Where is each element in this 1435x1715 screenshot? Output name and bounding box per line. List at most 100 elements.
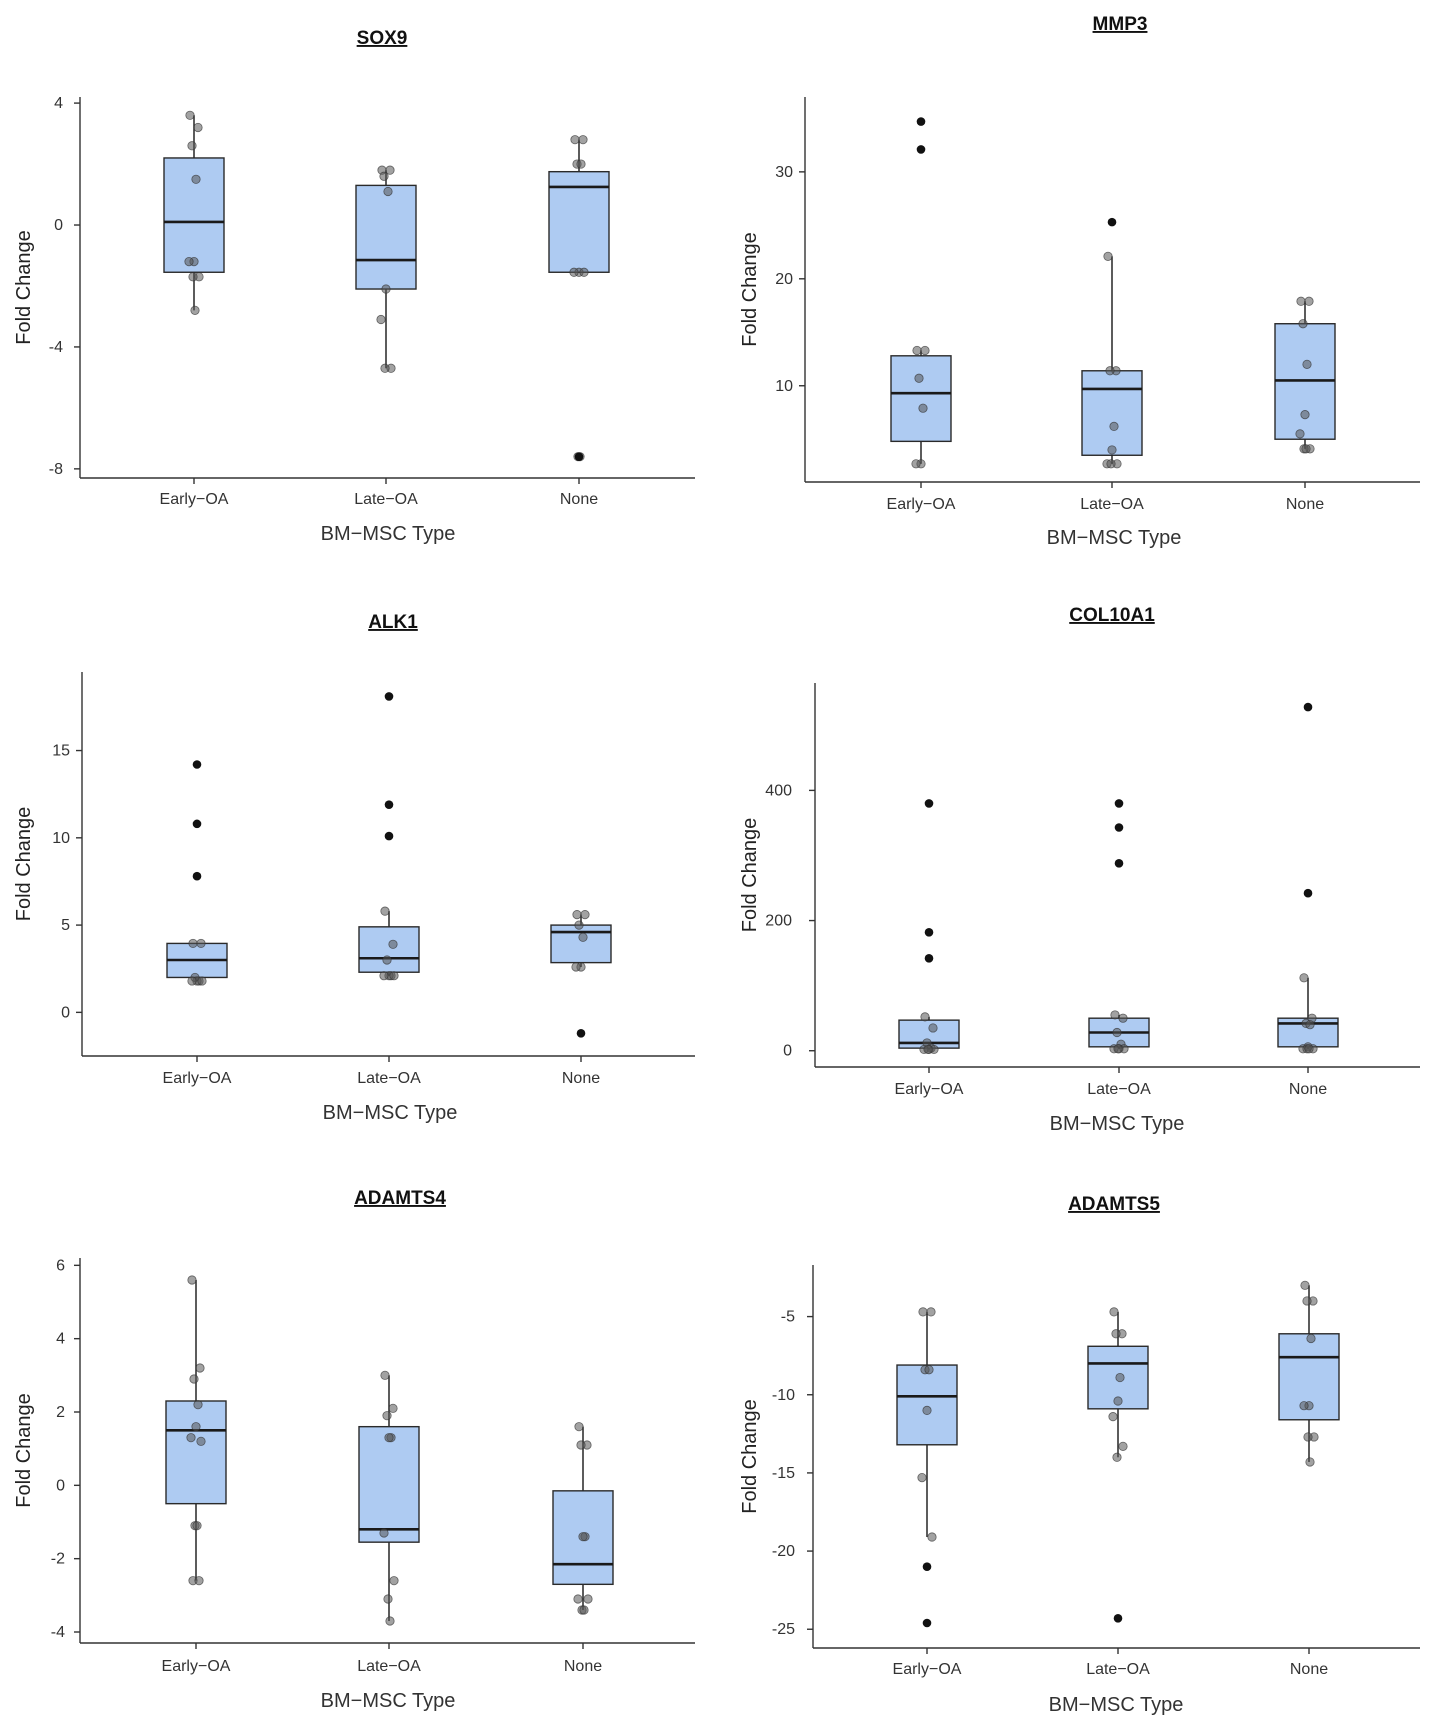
box-1: Early−OA xyxy=(893,1307,962,1678)
data-point xyxy=(578,932,588,942)
outlier-point xyxy=(574,452,584,461)
outlier-point xyxy=(924,954,934,963)
box-1: Early−OA xyxy=(887,117,956,513)
panel-title: COL10A1 xyxy=(1069,605,1155,626)
data-point xyxy=(1111,1329,1121,1339)
data-point xyxy=(1112,1452,1122,1462)
box-3: None xyxy=(552,1422,614,1675)
outlier-point xyxy=(576,1029,586,1038)
y-tick-label: 0 xyxy=(54,217,63,234)
data-point xyxy=(194,1576,204,1586)
panel-adamts4: ADAMTS4 6 4 2 0 -2 -4 Fold Change Early−OA Late−O… xyxy=(13,1188,695,1712)
data-point xyxy=(385,165,395,175)
iqr-box xyxy=(896,1364,958,1446)
data-point xyxy=(574,920,584,930)
data-point xyxy=(1113,1044,1123,1054)
data-point xyxy=(1109,1307,1119,1317)
x-category-label: Early−OA xyxy=(887,496,956,513)
data-point xyxy=(380,906,390,916)
data-point xyxy=(383,186,393,197)
data-point xyxy=(385,1616,395,1626)
iqr-box xyxy=(1081,370,1143,456)
data-point xyxy=(578,1532,588,1542)
data-point xyxy=(580,910,590,920)
outlier-point xyxy=(1303,888,1313,898)
outlier-point xyxy=(1114,858,1124,868)
panel-adamts5: ADAMTS5 -5 -10 -15 -20 -25 Fold Change Early−OA… xyxy=(739,1194,1420,1715)
iqr-box xyxy=(890,355,952,443)
data-point xyxy=(572,910,582,920)
iqr-box xyxy=(358,1425,420,1543)
data-point xyxy=(197,976,207,986)
data-point xyxy=(912,345,922,356)
box-1: Early−OA xyxy=(163,760,232,1087)
box-2: Late−OA xyxy=(357,692,421,1087)
iqr-box xyxy=(550,924,612,964)
x-axis-title: BM−MSC Type xyxy=(1050,1113,1185,1135)
data-point xyxy=(382,955,392,965)
data-point xyxy=(1112,1027,1122,1038)
data-point xyxy=(1298,319,1308,329)
y-tick-label: 4 xyxy=(56,1331,65,1348)
y-tick-label: 0 xyxy=(783,1043,792,1060)
data-point xyxy=(1304,1044,1314,1054)
x-axis-title: BM−MSC Type xyxy=(321,1690,456,1712)
y-tick-label: 30 xyxy=(775,164,793,181)
data-point xyxy=(920,1012,930,1022)
y-tick-label: 10 xyxy=(775,378,793,395)
outlier-point xyxy=(1114,799,1124,808)
box-3: None xyxy=(1274,296,1336,513)
data-point xyxy=(1296,296,1306,306)
box-1: Early−OA xyxy=(160,110,229,508)
data-point xyxy=(1305,1020,1315,1030)
x-axis-title: BM−MSC Type xyxy=(321,523,456,545)
y-tick-label: 0 xyxy=(61,1004,70,1021)
iqr-box xyxy=(163,157,225,273)
data-point xyxy=(192,1521,202,1531)
data-point xyxy=(384,1433,394,1443)
data-point xyxy=(923,1044,933,1055)
x-category-label: Late−OA xyxy=(1080,496,1144,513)
y-axis-title: Fold Change xyxy=(739,232,761,347)
outlier-point xyxy=(384,692,394,701)
y-tick-label: -5 xyxy=(781,1309,795,1326)
data-point xyxy=(579,267,589,277)
data-point xyxy=(924,1365,934,1375)
y-axis-title: Fold Change xyxy=(13,230,35,345)
y-tick-label: -4 xyxy=(49,339,63,356)
data-point xyxy=(1113,1396,1123,1406)
outlier-point xyxy=(924,927,934,937)
data-point xyxy=(380,1370,390,1380)
data-point xyxy=(196,938,206,949)
data-point xyxy=(576,159,586,169)
data-point xyxy=(1105,366,1115,376)
data-point xyxy=(1305,1457,1315,1467)
y-axis-title: Fold Change xyxy=(739,818,761,933)
box-1: Early−OA xyxy=(162,1275,231,1675)
outlier-point xyxy=(1107,217,1117,227)
data-point xyxy=(1109,421,1119,431)
data-point xyxy=(187,1275,197,1285)
data-point xyxy=(579,1605,589,1615)
data-point xyxy=(383,1594,393,1604)
data-point xyxy=(1118,1441,1128,1451)
y-tick-label: -10 xyxy=(772,1387,795,1404)
box-2: Late−OA xyxy=(1087,799,1151,1098)
data-point xyxy=(1107,445,1117,455)
x-category-label: Early−OA xyxy=(893,1661,962,1678)
x-category-label: Late−OA xyxy=(357,1658,421,1675)
data-point xyxy=(1115,1372,1125,1383)
y-tick-label: 4 xyxy=(54,95,63,112)
data-point xyxy=(911,459,921,469)
data-point xyxy=(380,363,390,373)
y-tick-label: 2 xyxy=(56,1404,65,1421)
x-category-label: None xyxy=(564,1658,602,1675)
data-point xyxy=(379,171,389,181)
iqr-box xyxy=(358,926,420,973)
y-tick-label: -2 xyxy=(51,1551,65,1568)
data-point xyxy=(186,1433,196,1443)
data-point xyxy=(1118,1013,1128,1023)
outlier-point xyxy=(916,145,926,154)
outlier-point xyxy=(1113,1613,1123,1623)
